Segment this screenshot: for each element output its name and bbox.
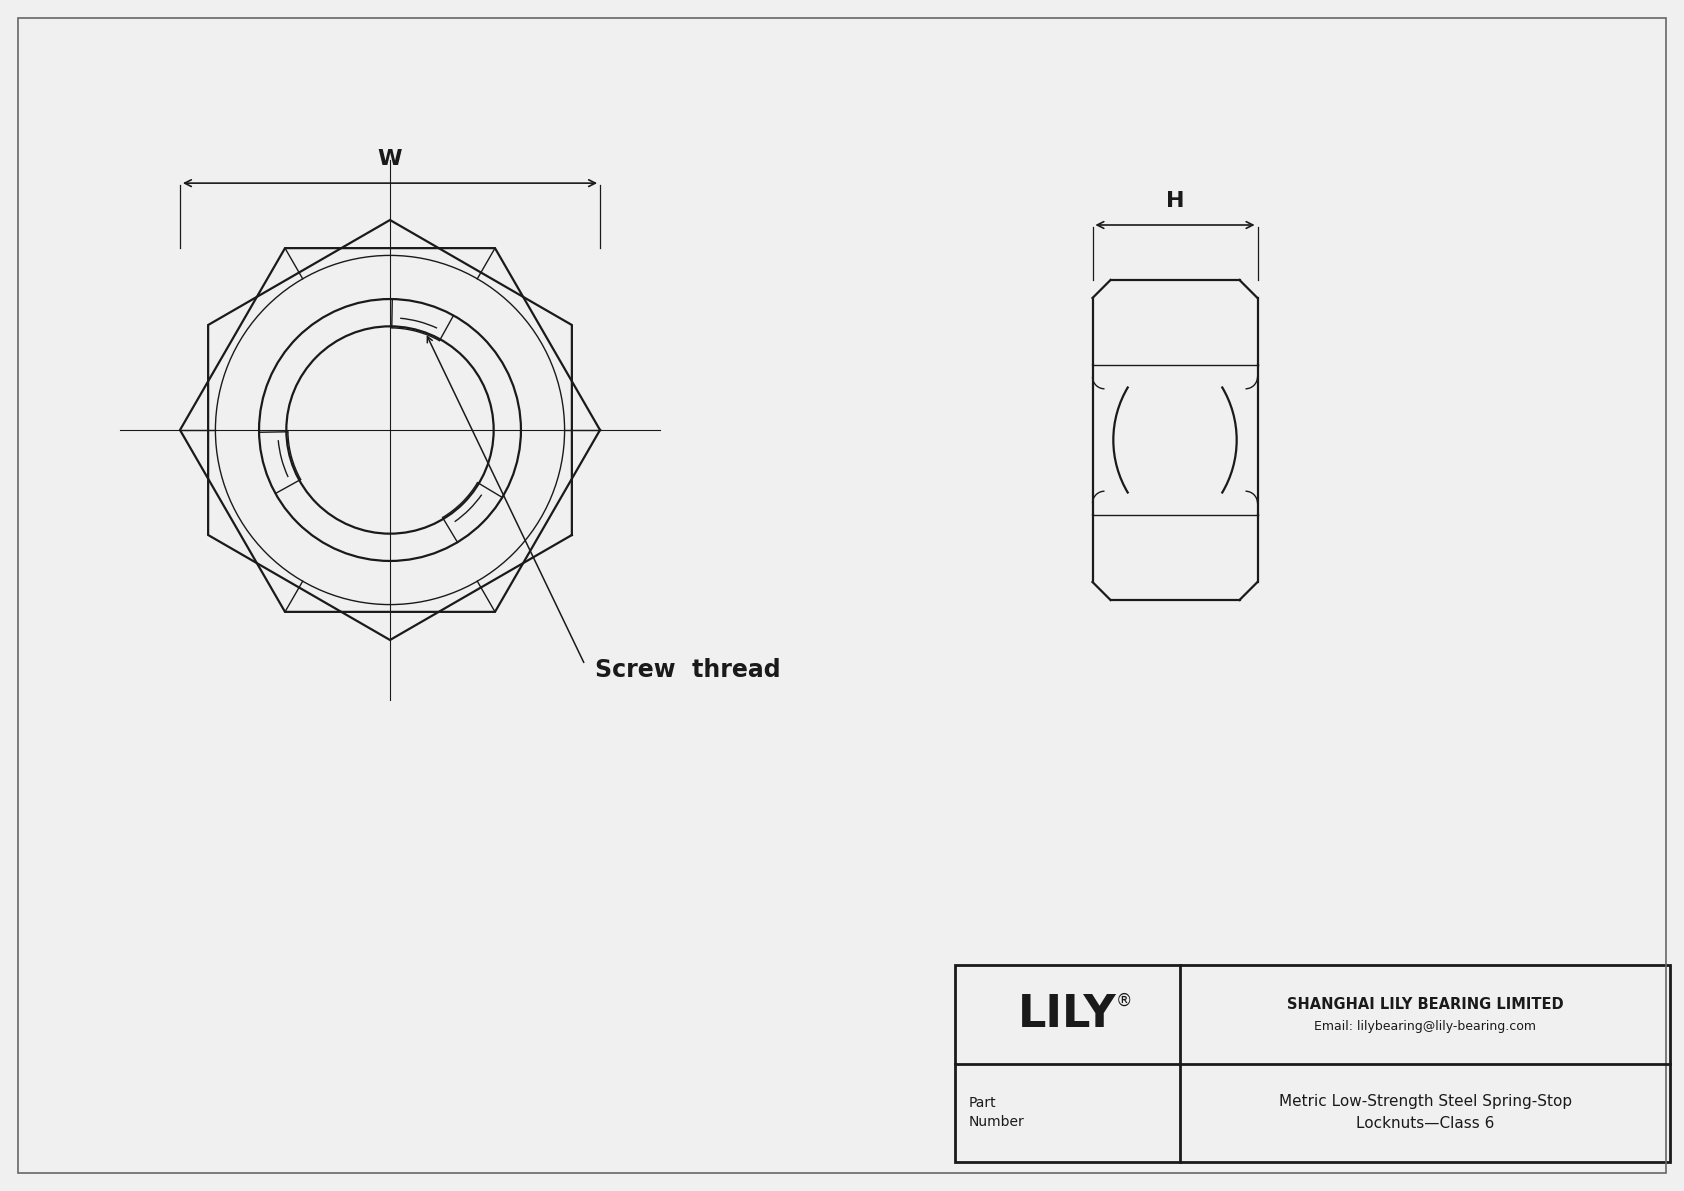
Text: Metric Low-Strength Steel Spring-Stop
Locknuts—Class 6: Metric Low-Strength Steel Spring-Stop Lo… (1278, 1095, 1571, 1131)
Text: Part
Number: Part Number (968, 1096, 1026, 1129)
Text: H: H (1165, 191, 1184, 211)
Bar (955, 965, 1671, 1162)
Text: LILY: LILY (1019, 993, 1116, 1036)
Text: ®: ® (1115, 991, 1132, 1009)
Text: W: W (377, 149, 402, 169)
Text: Email: lilybearing@lily-bearing.com: Email: lilybearing@lily-bearing.com (1314, 1019, 1536, 1033)
Text: Screw  thread: Screw thread (594, 657, 781, 682)
Text: SHANGHAI LILY BEARING LIMITED: SHANGHAI LILY BEARING LIMITED (1287, 997, 1563, 1011)
